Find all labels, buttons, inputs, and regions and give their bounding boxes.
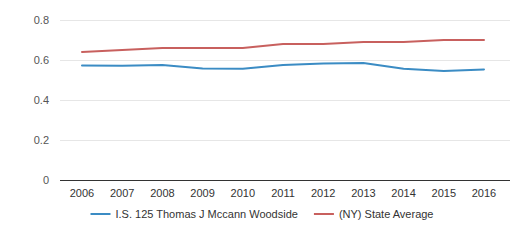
chart: 0 0.2 0.4 0.6 0.8 2006 2007 2008 2009 2010 2011 201… [0, 0, 524, 230]
grid [60, 20, 510, 180]
legend-label: I.S. 125 Thomas J Mccann Woodside [116, 208, 298, 220]
grid-line [60, 100, 510, 101]
y-tick-label: 0.2 [34, 134, 49, 146]
baseline [60, 180, 510, 181]
x-tick-label: 2016 [472, 187, 496, 199]
y-tick-label: 0.6 [34, 54, 49, 66]
y-tick-label: 0.8 [34, 14, 49, 26]
x-tick-label: 2013 [351, 187, 375, 199]
x-tick-label: 2007 [110, 187, 134, 199]
grid-line [60, 140, 510, 141]
x-tick-label: 2011 [271, 187, 295, 199]
legend-item: (NY) State Average [314, 208, 434, 220]
x-tick-label: 2014 [391, 187, 415, 199]
series-lines [82, 40, 484, 71]
x-tick-label: 2006 [70, 187, 94, 199]
x-tick-label: 2010 [231, 187, 255, 199]
legend-label: (NY) State Average [339, 208, 434, 220]
x-tick-label: 2008 [150, 187, 174, 199]
y-tick-label: 0 [43, 174, 49, 186]
grid-line [60, 20, 510, 21]
x-tick-label: 2015 [432, 187, 456, 199]
legend-swatch [314, 213, 334, 215]
x-tick-label: 2012 [311, 187, 335, 199]
legend-item: I.S. 125 Thomas J Mccann Woodside [91, 208, 298, 220]
line [82, 63, 484, 71]
line [82, 40, 484, 52]
legend-swatch [91, 213, 111, 215]
y-tick-label: 0.4 [34, 94, 49, 106]
grid-line [60, 60, 510, 61]
legend: I.S. 125 Thomas J Mccann Woodside (NY) St… [91, 208, 434, 220]
x-tick-label: 2009 [190, 187, 214, 199]
